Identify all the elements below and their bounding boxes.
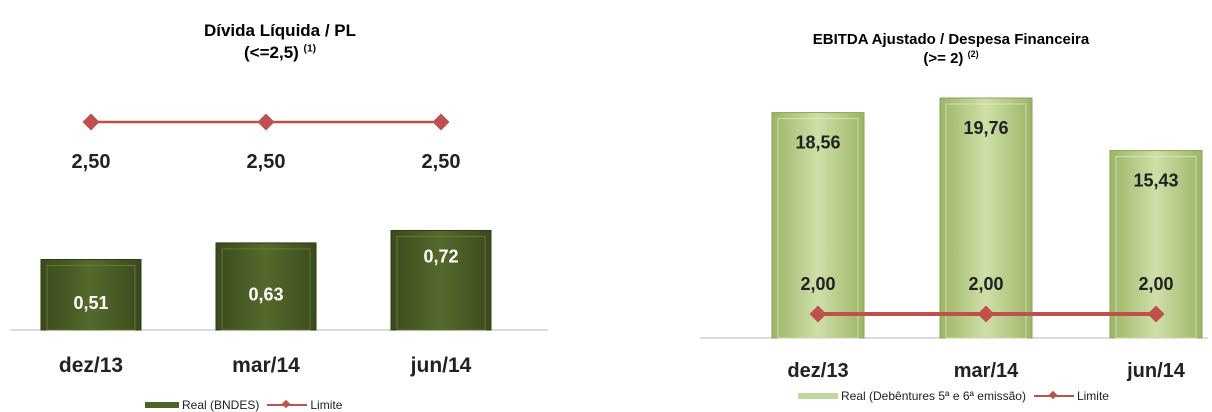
bar-bevel — [221, 248, 311, 331]
legend-label: Real (Debêntures 5ª e 6ª emissão) — [841, 389, 1026, 403]
chart-right-plot: 18,56 19,76 15,43 2,00 2,00 2,00 dez/13 mar/14 j… — [700, 97, 1208, 382]
bar-value-label: 15,43 — [1133, 171, 1178, 191]
x-tick-label: dez/13 — [59, 354, 123, 377]
chart-left-plot: 0,51 0,63 0,72 2,50 2,50 2,50 dez/13 mar/14 jun/… — [10, 113, 548, 377]
legend-swatch-bar — [145, 402, 179, 408]
bar-bevel — [396, 235, 486, 331]
limit-value-label: 2,50 — [72, 151, 111, 173]
limit-marker — [809, 305, 827, 323]
x-tick-label: mar/14 — [954, 360, 1019, 382]
bar-bevel — [46, 265, 136, 331]
chart-subtitle: (<=2,5) — [244, 43, 299, 62]
chart-title-text: Dívida Líquida / PL — [203, 21, 357, 40]
bar — [215, 242, 317, 331]
limit-marker — [82, 113, 100, 131]
limit-marker — [257, 113, 275, 131]
limit-value-label: 2,50 — [247, 151, 286, 173]
chart-divida-liquida-pl: Dívida Líquida / PL (<=2,5) (1) 0,51 0,63… — [0, 0, 560, 412]
bar-value-label: 0,63 — [248, 284, 283, 304]
legend-label: Real (BNDES) — [182, 398, 260, 412]
limit-marker — [977, 305, 995, 323]
chart-subtitle-note: (1) — [303, 43, 316, 55]
chart-title: EBITDA Ajustado / Despesa Financeira (>=… — [690, 30, 1212, 68]
legend-item-bar: Real (Debêntures 5ª e 6ª emissão) — [798, 389, 1026, 403]
limit-value-label: 2,00 — [968, 274, 1003, 294]
legend-item-line: Limite — [1033, 389, 1109, 403]
legend-swatch-bar — [798, 393, 838, 399]
limit-value-label: 2,50 — [422, 151, 461, 173]
legend-item-line: Limite — [267, 398, 342, 412]
limit-marker — [432, 113, 450, 131]
legend: Real (Debêntures 5ª e 6ª emissão) Limite — [798, 389, 1117, 403]
chart-title-text: EBITDA Ajustado / Despesa Financeira — [812, 31, 1090, 48]
legend-item-bar: Real (BNDES) — [145, 398, 259, 412]
bar — [40, 259, 142, 331]
limit-value-label: 2,00 — [1138, 274, 1173, 294]
bar — [771, 112, 865, 339]
legend-swatch-line — [1033, 391, 1074, 401]
bar-value-label: 0,72 — [423, 246, 458, 266]
bar-value-label: 18,56 — [795, 133, 840, 153]
bar-bevel — [945, 103, 1027, 339]
bar — [939, 97, 1033, 339]
bar-bevel — [1115, 156, 1197, 339]
chart-title: Dívida Líquida / PL (<=2,5) (1) — [0, 20, 560, 64]
chart-subtitle-note: (2) — [967, 49, 979, 59]
chart-subtitle: (>= 2) — [923, 50, 964, 67]
x-tick-label: dez/13 — [787, 360, 848, 382]
legend-label: Limite — [1076, 389, 1109, 403]
legend-label: Limite — [310, 398, 343, 412]
legend: Real (BNDES) Limite — [145, 398, 350, 412]
bar — [390, 229, 492, 331]
chart-ebitda-despesa: EBITDA Ajustado / Despesa Financeira (>=… — [690, 0, 1212, 412]
x-tick-label: jun/14 — [1126, 360, 1186, 382]
bar-value-label: 0,51 — [73, 293, 108, 313]
bar-value-label: 19,76 — [963, 118, 1008, 138]
legend-swatch-line — [267, 400, 308, 410]
limit-value-label: 2,00 — [800, 274, 835, 294]
bar-bevel — [777, 118, 859, 339]
x-tick-label: mar/14 — [232, 354, 300, 377]
x-tick-label: jun/14 — [410, 354, 472, 377]
